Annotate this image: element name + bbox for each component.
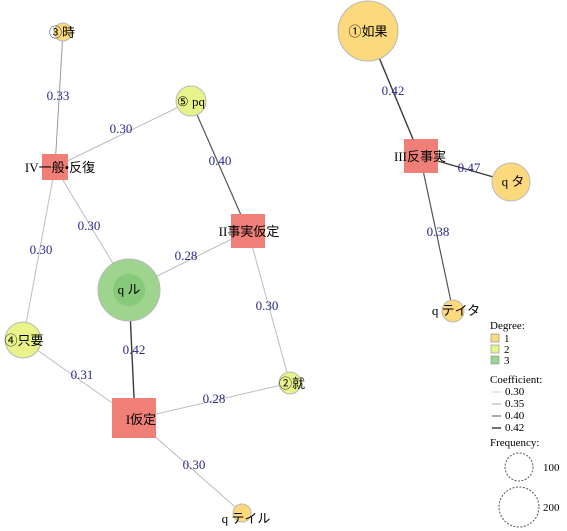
- edges-layer: [22, 30, 512, 514]
- legend-degree-label-1: 1: [504, 333, 510, 345]
- edge-ippan-zhiyao: [22, 166, 56, 341]
- legend-coef-label-1: 0.30: [505, 386, 525, 398]
- edge-label-jijitsu-jiu: 0.30: [256, 298, 279, 313]
- legend-degree-swatch-1: [490, 333, 500, 343]
- legend-degree-title: Degree:: [490, 320, 525, 332]
- node-toki-label: ③時: [49, 25, 75, 40]
- nodes-layer: ③時 ⑤ pq IV一般•反復 q ル II事実仮定 ④只要 ②就 I仮定 q テイル ①如果 II…: [4, 0, 531, 526]
- node-ippan: IV一般•反復: [25, 154, 95, 180]
- node-jijitsu-label: II事実仮定: [219, 224, 280, 239]
- node-teita-circle: [441, 299, 465, 323]
- node-zhiyao: ④只要: [4, 321, 44, 359]
- node-pq-label: ⑤ pq: [177, 94, 205, 109]
- node-jijitsu-box: [231, 214, 265, 248]
- node-teiru: q テイル: [222, 503, 271, 526]
- legend-freq-label-200: 200: [543, 502, 560, 514]
- edge-label-hanjijitsu-teita: 0.38: [427, 224, 450, 239]
- node-ta-circle: [491, 162, 531, 202]
- legend-degree-swatch-3: [490, 355, 500, 365]
- node-ruguo: ①如果: [337, 0, 399, 62]
- node-ta-label: q タ: [502, 174, 525, 189]
- node-teita-label: q テイタ: [432, 303, 480, 318]
- edge-jijitsu-jiu: [247, 230, 291, 384]
- legend-freq-circle-200: [498, 486, 540, 528]
- edge-label-ippan-pq: 0.30: [110, 121, 133, 136]
- legend-degree-label-2: 2: [504, 344, 510, 356]
- node-ippan-box: [42, 154, 68, 180]
- edge-label-ruguo-hanjijitsu: 0.42: [382, 83, 405, 98]
- edge-labels-layer: 0.33 0.30 0.40 0.30 0.30 0.28 0.30 0.42 0.31 0.28…: [30, 83, 481, 472]
- node-katei: I仮定: [112, 398, 156, 438]
- node-katei-label: I仮定: [126, 412, 156, 427]
- legend-coef-label-3: 0.40: [505, 410, 525, 422]
- node-ru-inner-circle: [113, 274, 145, 306]
- node-jiu: ②就: [278, 371, 305, 395]
- node-ruguo-circle: [337, 0, 399, 62]
- edge-pq-jijitsu: [190, 100, 249, 232]
- edge-label-ippan-ru: 0.30: [78, 218, 101, 233]
- edge-label-katei-teiru: 0.30: [183, 457, 206, 472]
- legend-degree-swatch-2: [490, 344, 500, 354]
- node-ruguo-label: ①如果: [348, 24, 387, 39]
- edge-katei-jiu: [134, 382, 291, 420]
- legend-freq-title: Frequency:: [490, 437, 539, 449]
- node-hanjijitsu: III反事実: [394, 139, 446, 173]
- node-teiru-circle: [232, 503, 252, 523]
- node-jiu-label: ②就: [279, 376, 305, 391]
- node-ru-label: q ル: [118, 282, 141, 297]
- edge-label-ippan-zhiyao: 0.30: [30, 242, 53, 257]
- legend-degree-label-3: 3: [504, 355, 510, 367]
- edge-label-zhiyao-katei: 0.31: [71, 367, 94, 382]
- node-ta: q タ: [491, 162, 531, 202]
- node-pq-circle: [175, 85, 207, 117]
- legend-coef-title: Coefficient:: [490, 374, 542, 386]
- node-hanjijitsu-label: III反事実: [394, 149, 446, 164]
- node-toki-circle: [53, 22, 73, 42]
- node-teiru-label: q テイル: [222, 511, 271, 526]
- node-ru: q ル: [97, 258, 161, 322]
- node-hanjijitsu-box: [404, 139, 438, 173]
- node-zhiyao-circle: [4, 321, 42, 359]
- edge-label-toki-ippan: 0.33: [47, 88, 70, 103]
- legend-freq-label-100: 100: [543, 462, 560, 474]
- node-jijitsu: II事実仮定: [219, 214, 280, 248]
- legend-coef-label-2: 0.35: [505, 398, 525, 410]
- edge-label-hanjijitsu-ta: 0.47: [458, 160, 481, 175]
- node-jiu-circle: [278, 371, 302, 395]
- edge-ippan-pq: [54, 100, 192, 168]
- legend-freq-circle-100: [504, 452, 534, 482]
- node-zhiyao-label: ④只要: [4, 333, 43, 348]
- node-katei-box: [112, 398, 156, 438]
- edge-label-ru-jijitsu: 0.28: [175, 248, 198, 263]
- node-toki: ③時: [49, 22, 75, 42]
- node-teita: q テイタ: [432, 299, 480, 323]
- edge-label-katei-jiu: 0.28: [203, 391, 226, 406]
- legend-coef-label-4: 0.42: [505, 422, 524, 434]
- node-ippan-label: IV一般•反復: [25, 160, 95, 175]
- edge-hanjijitsu-teita: [419, 155, 454, 312]
- node-pq: ⑤ pq: [175, 85, 207, 117]
- edge-label-ru-katei: 0.42: [123, 342, 146, 357]
- edge-toki-ippan: [54, 31, 64, 168]
- legend: Degree: 1 2 3 Coefficient: 0.30 0.35 0.4…: [490, 320, 560, 528]
- edge-label-pq-jijitsu: 0.40: [209, 153, 232, 168]
